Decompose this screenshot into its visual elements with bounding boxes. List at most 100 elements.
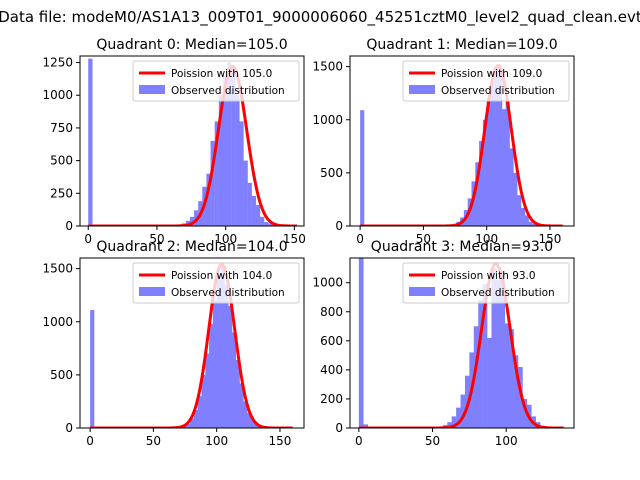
plot-area bbox=[359, 64, 564, 226]
x-tick-label: 150 bbox=[283, 232, 306, 246]
x-tick-label: 100 bbox=[475, 232, 498, 246]
legend-box bbox=[402, 60, 570, 102]
x-tick-label: 150 bbox=[269, 434, 292, 448]
histogram-bar bbox=[473, 326, 479, 428]
subplot-title: Quadrant 1: Median=109.0 bbox=[366, 37, 557, 53]
y-tick-label: 500 bbox=[320, 166, 343, 180]
legend-label-observed: Observed distribution bbox=[171, 85, 285, 97]
y-tick-label: 800 bbox=[320, 305, 343, 319]
legend: Poission with 104.0 Observed distribution bbox=[132, 262, 300, 304]
histogram-bar bbox=[260, 216, 265, 226]
histogram-bar bbox=[220, 266, 225, 428]
y-tick-label: 750 bbox=[50, 121, 73, 135]
y-tick-label: 0 bbox=[335, 219, 343, 233]
x-tick-label: 0 bbox=[84, 232, 92, 246]
histogram-bar bbox=[247, 413, 252, 428]
legend-label-observed: Observed distribution bbox=[441, 85, 555, 97]
y-tick-label: 1000 bbox=[42, 315, 73, 329]
legend-label-poisson: Poission with 105.0 bbox=[171, 68, 272, 80]
histogram-bar bbox=[471, 181, 476, 226]
histogram-bar bbox=[487, 337, 492, 428]
y-tick-label: 0 bbox=[335, 421, 343, 435]
plot-area bbox=[87, 58, 298, 226]
histogram-bar bbox=[268, 223, 273, 226]
histogram-bar bbox=[482, 119, 488, 226]
legend-label-poisson: Poission with 104.0 bbox=[171, 270, 272, 282]
x-tick-label: 50 bbox=[149, 232, 164, 246]
histogram-bar bbox=[264, 222, 269, 226]
y-tick-label: 200 bbox=[320, 392, 343, 406]
histogram-bar bbox=[513, 172, 518, 226]
histogram-bar bbox=[498, 69, 503, 226]
histogram-bar bbox=[243, 401, 248, 428]
histogram-bar bbox=[360, 110, 365, 226]
histogram-bar bbox=[524, 215, 529, 226]
plot-area bbox=[89, 262, 294, 428]
histogram-bar bbox=[185, 220, 191, 226]
legend-label-observed: Observed distribution bbox=[441, 287, 555, 299]
histogram-bar bbox=[358, 258, 364, 428]
histogram-bar bbox=[216, 273, 221, 428]
histogram-bar bbox=[231, 332, 237, 428]
x-tick-label: 50 bbox=[425, 434, 440, 448]
legend-bar-swatch bbox=[409, 287, 435, 296]
poisson-curve bbox=[359, 64, 564, 226]
x-tick-label: 100 bbox=[205, 434, 228, 448]
histogram-bar bbox=[193, 409, 199, 428]
axes-frame bbox=[79, 55, 305, 227]
axes-frame bbox=[349, 257, 575, 429]
y-tick-label: 0 bbox=[65, 421, 73, 435]
histogram-bar bbox=[205, 353, 210, 428]
x-tick-label: 0 bbox=[356, 232, 364, 246]
histogram-bar bbox=[228, 305, 233, 428]
histogram-bar bbox=[239, 121, 244, 226]
histogram-bar bbox=[451, 416, 457, 428]
subplot-title: Quadrant 0: Median=105.0 bbox=[96, 37, 287, 53]
x-tick-label: 50 bbox=[146, 434, 161, 448]
histogram-bar bbox=[479, 141, 484, 226]
histogram-bar bbox=[509, 329, 514, 428]
histogram-bar bbox=[250, 419, 256, 428]
histogram-bar bbox=[209, 323, 214, 428]
histogram-bar bbox=[478, 300, 483, 428]
legend-label-observed: Observed distribution bbox=[171, 287, 285, 299]
y-tick-label: 1250 bbox=[42, 56, 73, 70]
histogram-bar bbox=[518, 366, 523, 428]
legend-box bbox=[132, 60, 300, 102]
legend-box bbox=[402, 262, 570, 304]
histogram-bar bbox=[189, 216, 195, 226]
histogram-bar bbox=[210, 141, 215, 226]
x-tick-label: 100 bbox=[214, 232, 237, 246]
legend: Poission with 105.0 Observed distribution bbox=[132, 60, 300, 102]
legend-box bbox=[132, 262, 300, 304]
histogram-bar bbox=[495, 279, 501, 428]
poisson-curve bbox=[89, 262, 294, 428]
x-tick-label: 150 bbox=[539, 232, 562, 246]
histogram-bar bbox=[522, 398, 528, 428]
histogram-bar bbox=[212, 300, 218, 428]
histogram-bar bbox=[239, 383, 244, 428]
histogram-bar bbox=[363, 424, 368, 428]
plot-area bbox=[358, 258, 565, 428]
histogram-bar bbox=[201, 374, 206, 428]
histogram-bar bbox=[214, 121, 219, 226]
poisson-curve bbox=[358, 262, 565, 428]
y-tick-label: 400 bbox=[320, 363, 343, 377]
subplot-0: 0 50 100 150 0 250 500 750 1000 1250 Quadrant 0: M… bbox=[42, 37, 305, 246]
legend-bar-swatch bbox=[139, 85, 165, 94]
x-tick-label: 0 bbox=[355, 434, 363, 448]
histogram-bar bbox=[517, 195, 522, 226]
y-tick-label: 1000 bbox=[312, 113, 343, 127]
histogram-bar bbox=[235, 95, 240, 226]
histogram-bar bbox=[222, 75, 228, 226]
histogram-bar bbox=[456, 407, 461, 428]
legend-bar-swatch bbox=[139, 287, 165, 296]
histogram-bar bbox=[520, 207, 526, 226]
y-tick-label: 1500 bbox=[312, 60, 343, 74]
histogram-bar bbox=[460, 394, 466, 428]
histogram-bar bbox=[504, 323, 510, 428]
histogram-bar bbox=[231, 69, 236, 226]
subplot-title: Quadrant 3: Median=93.0 bbox=[371, 239, 553, 255]
y-tick-label: 0 bbox=[65, 219, 73, 233]
